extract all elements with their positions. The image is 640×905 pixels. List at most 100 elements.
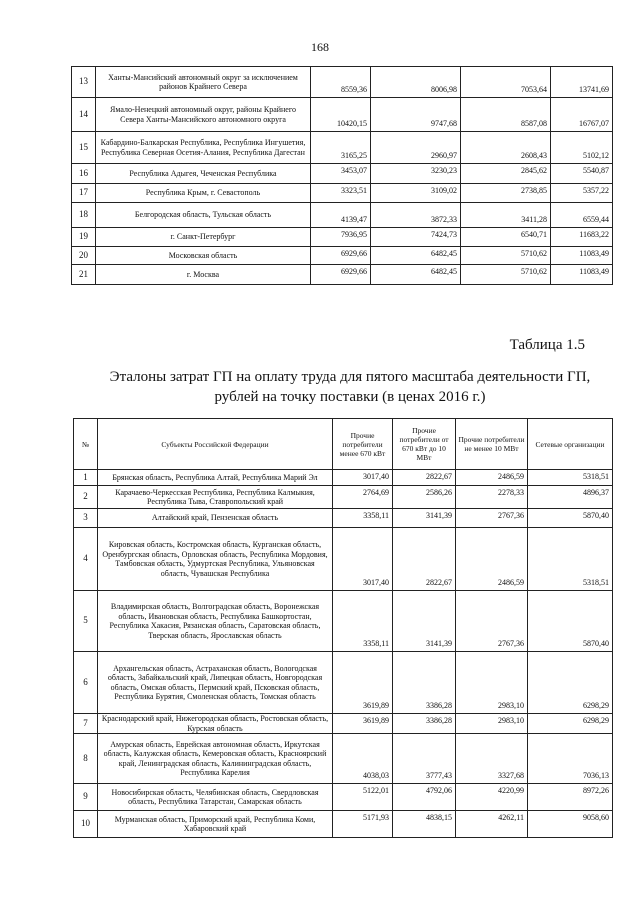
table-title: Эталоны затрат ГП на оплату труда для пя…	[60, 367, 640, 407]
value-under-670kw: 3017,40	[332, 469, 393, 486]
value-network-orgs: 5870,40	[527, 508, 613, 528]
row-subjects: Мурманская область, Приморский край, Рес…	[97, 810, 333, 838]
value-network-orgs: 5318,51	[527, 527, 613, 591]
table-1-5: № Субъекты Российской Федерации Прочие п…	[73, 418, 613, 838]
value-over-10mw: 2983,10	[455, 651, 528, 714]
value-network-orgs: 6559,44	[550, 202, 613, 228]
row-subjects: Московская область	[95, 246, 311, 265]
row-subjects: Брянская область, Республика Алтай, Респ…	[97, 469, 333, 486]
table-title-line-1: Эталоны затрат ГП на оплату труда для пя…	[109, 369, 591, 385]
header-over-10mw: Прочие потребители не менее 10 МВт	[455, 418, 528, 470]
value-670kw-10mw: 6482,45	[370, 264, 461, 285]
value-over-10mw: 8587,08	[460, 97, 551, 132]
row-number: 6	[73, 651, 98, 714]
value-under-670kw: 8559,36	[310, 66, 371, 98]
value-under-670kw: 3453,07	[310, 163, 371, 184]
row-number: 5	[73, 590, 98, 652]
row-number: 19	[71, 227, 96, 247]
table-row: 21 г. Москва 6929,66 6482,45 5710,62 11083,49	[71, 264, 613, 285]
table-row: 20 Московская область 6929,66 6482,45 5710,6…	[71, 246, 613, 265]
row-subjects: Белгородская область, Тульская область	[95, 202, 311, 228]
value-670kw-10mw: 6482,45	[370, 246, 461, 265]
row-subjects: Краснодарский край, Нижегородская област…	[97, 713, 333, 734]
value-over-10mw: 3327,68	[455, 733, 528, 784]
table-row: 19 г. Санкт-Петербург 7936,95 7424,73 6540,7…	[71, 227, 613, 247]
value-network-orgs: 16767,07	[550, 97, 613, 132]
value-670kw-10mw: 4838,15	[392, 810, 456, 838]
value-under-670kw: 7936,95	[310, 227, 371, 247]
row-subjects: Карачаево-Черкесская Республика, Республ…	[97, 485, 333, 509]
table-row: 9 Новосибирская область, Челябинская обла…	[73, 783, 613, 811]
value-network-orgs: 11683,22	[550, 227, 613, 247]
value-network-orgs: 11083,49	[550, 246, 613, 265]
row-number: 9	[73, 783, 98, 811]
table-row: 15 Кабардино-Балкарская Республика, Респу…	[71, 131, 613, 164]
row-number: 7	[73, 713, 98, 734]
value-under-670kw: 6929,66	[310, 264, 371, 285]
table-row: 14 Ямало-Ненецкий автономный округ, район…	[71, 97, 613, 132]
table-row: 6 Архангельская область, Астраханская обл…	[73, 651, 613, 714]
table-row: 17 Республика Крым, г. Севастополь 3323,51…	[71, 183, 613, 203]
value-670kw-10mw: 4792,06	[392, 783, 456, 811]
table-caption: Таблица 1.5	[509, 337, 585, 353]
value-network-orgs: 11083,49	[550, 264, 613, 285]
table-row: 7 Краснодарский край, Нижегородская облас…	[73, 713, 613, 734]
value-over-10mw: 2738,85	[460, 183, 551, 203]
value-under-670kw: 10420,15	[310, 97, 371, 132]
value-over-10mw: 2845,62	[460, 163, 551, 184]
table-title-line-2: рублей на точку поставки (в ценах 2016 г…	[214, 389, 486, 405]
row-number: 21	[71, 264, 96, 285]
row-subjects: Владимирская область, Волгоградская обла…	[97, 590, 333, 652]
row-subjects: Ханты-Мансийский автономный округ за иск…	[95, 66, 311, 98]
value-network-orgs: 5318,51	[527, 469, 613, 486]
row-subjects: Кабардино-Балкарская Республика, Республ…	[95, 131, 311, 164]
header-670kw-10mw: Прочие потребители от 670 кВт до 10 МВт	[392, 418, 456, 470]
value-670kw-10mw: 3109,02	[370, 183, 461, 203]
table-row: 8 Амурская область, Еврейская автономная …	[73, 733, 613, 784]
table-row: 1 Брянская область, Республика Алтай, Рес…	[73, 469, 613, 486]
value-under-670kw: 4139,47	[310, 202, 371, 228]
value-network-orgs: 8972,26	[527, 783, 613, 811]
value-670kw-10mw: 9747,68	[370, 97, 461, 132]
value-over-10mw: 2767,36	[455, 590, 528, 652]
value-over-10mw: 2486,59	[455, 527, 528, 591]
value-network-orgs: 5102,12	[550, 131, 613, 164]
row-subjects: Республика Крым, г. Севастополь	[95, 183, 311, 203]
header-subjects: Субъекты Российской Федерации	[97, 418, 333, 470]
value-670kw-10mw: 2960,97	[370, 131, 461, 164]
row-subjects: Амурская область, Еврейская автономная о…	[97, 733, 333, 784]
table-row: 2 Карачаево-Черкесская Республика, Респуб…	[73, 485, 613, 509]
header-number: №	[73, 418, 98, 470]
value-network-orgs: 5870,40	[527, 590, 613, 652]
row-subjects: Алтайский край, Пензенская область	[97, 508, 333, 528]
row-number: 14	[71, 97, 96, 132]
value-670kw-10mw: 8006,98	[370, 66, 461, 98]
value-over-10mw: 5710,62	[460, 246, 551, 265]
page-number: 168	[311, 40, 329, 54]
value-670kw-10mw: 3386,28	[392, 651, 456, 714]
table-row: 4 Кировская область, Костромская область,…	[73, 527, 613, 591]
value-under-670kw: 3358,11	[332, 508, 393, 528]
table-row: 13 Ханты-Мансийский автономный округ за и…	[71, 66, 613, 98]
row-number: 17	[71, 183, 96, 203]
value-670kw-10mw: 7424,73	[370, 227, 461, 247]
value-under-670kw: 2764,69	[332, 485, 393, 509]
value-over-10mw: 3411,28	[460, 202, 551, 228]
row-subjects: г. Москва	[95, 264, 311, 285]
row-subjects: Кировская область, Костромская область, …	[97, 527, 333, 591]
value-network-orgs: 4896,37	[527, 485, 613, 509]
row-subjects: Новосибирская область, Челябинская облас…	[97, 783, 333, 811]
value-network-orgs: 6298,29	[527, 713, 613, 734]
table-continuation: 13 Ханты-Мансийский автономный округ за и…	[71, 66, 613, 285]
value-670kw-10mw: 3141,39	[392, 590, 456, 652]
row-number: 1	[73, 469, 98, 486]
value-under-670kw: 6929,66	[310, 246, 371, 265]
value-under-670kw: 5122,01	[332, 783, 393, 811]
value-network-orgs: 9058,60	[527, 810, 613, 838]
value-over-10mw: 2767,36	[455, 508, 528, 528]
value-network-orgs: 5357,22	[550, 183, 613, 203]
table-row: 5 Владимирская область, Волгоградская обл…	[73, 590, 613, 652]
value-network-orgs: 13741,69	[550, 66, 613, 98]
row-number: 20	[71, 246, 96, 265]
value-over-10mw: 2608,43	[460, 131, 551, 164]
